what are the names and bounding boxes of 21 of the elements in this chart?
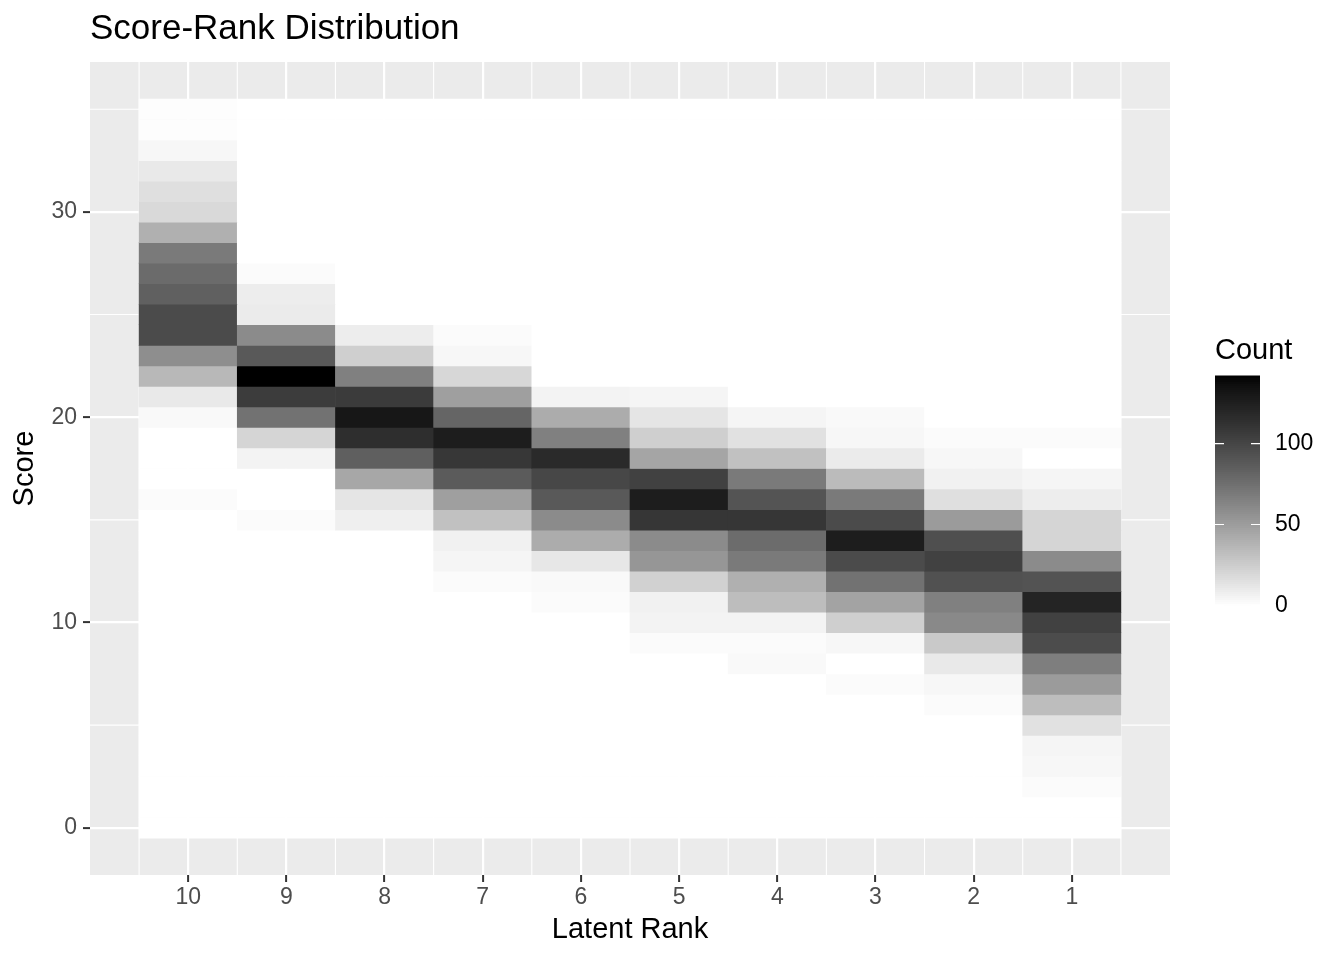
x-tick-label: 4 — [770, 883, 784, 910]
x-tick-label: 8 — [378, 883, 391, 910]
chart-title: Score-Rank Distribution — [90, 6, 460, 46]
y-tick-label: 30 — [51, 197, 77, 224]
x-tick-label: 2 — [967, 883, 981, 910]
color-bar-title: Count — [1215, 332, 1293, 365]
x-tick-label: 3 — [869, 883, 882, 910]
y-tick-label: 10 — [51, 607, 77, 634]
color-bar-label: 0 — [1275, 590, 1288, 617]
x-tick-label: 10 — [175, 883, 201, 910]
x-tick-label: 7 — [476, 883, 490, 910]
color-bar-label: 50 — [1275, 509, 1301, 536]
x-axis-title: Latent Rank — [551, 912, 709, 944]
x-tick-label: 1 — [1065, 883, 1079, 910]
y-axis-title: Score — [7, 430, 40, 507]
y-tick-label: 20 — [51, 402, 77, 429]
x-tick-label: 9 — [279, 883, 293, 910]
y-tick-label: 0 — [64, 813, 77, 840]
x-tick-label: 5 — [672, 883, 686, 910]
x-tick-label: 6 — [574, 883, 588, 910]
color-bar-label: 100 — [1275, 428, 1314, 455]
